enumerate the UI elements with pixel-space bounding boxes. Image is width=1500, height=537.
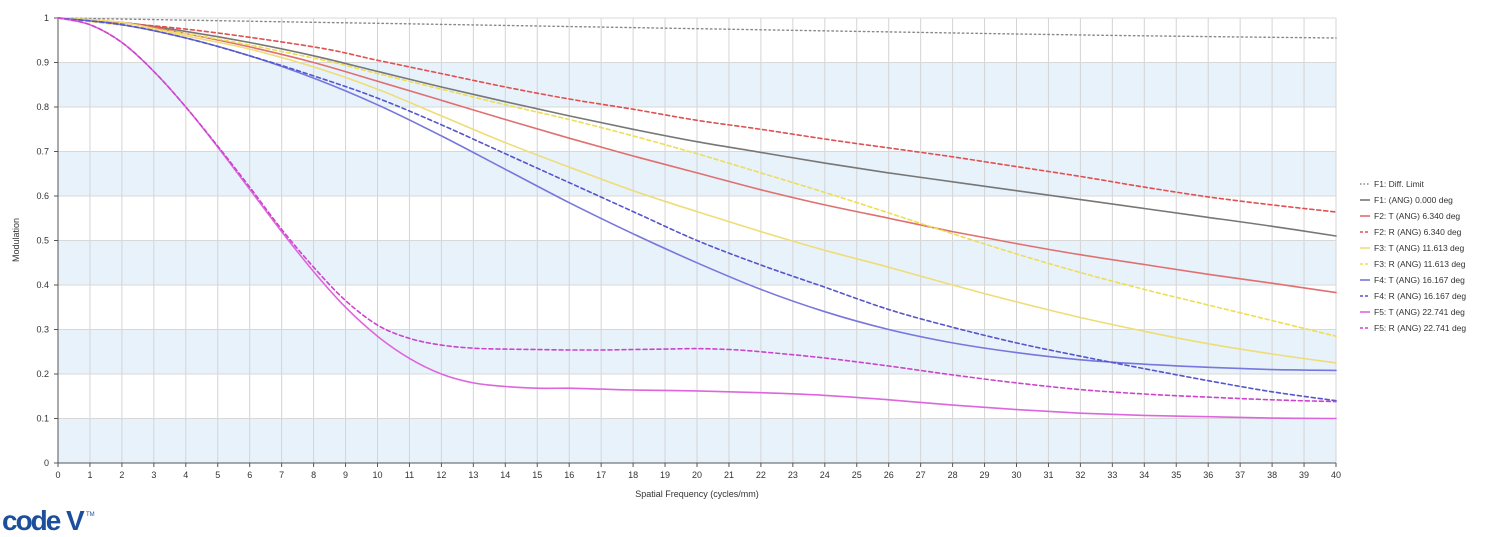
legend-entry: F3: T (ANG) 11.613 deg — [1374, 243, 1465, 253]
x-tick-label: 40 — [1331, 470, 1341, 480]
y-tick-label: 0.7 — [36, 147, 49, 157]
series-line — [57, 17, 1337, 294]
series-line — [57, 17, 1337, 403]
x-tick-label: 6 — [247, 470, 252, 480]
x-tick-label: 18 — [628, 470, 638, 480]
x-tick-labels: 0 1 2 3 4 5 6 7 8 9 10 11 12 13 14 15 16 17 18 19 20 21 22 23 24… — [55, 463, 1341, 480]
x-tick-label: 26 — [884, 470, 894, 480]
y-tick-label: 0.6 — [36, 191, 49, 201]
y-tick-label: 0.3 — [36, 325, 49, 335]
x-tick-label: 30 — [1011, 470, 1021, 480]
x-tick-label: 12 — [436, 470, 446, 480]
series-line — [57, 17, 1337, 213]
x-axis-label: Spatial Frequency (cycles/mm) — [635, 489, 759, 499]
y-tick-label: 0.5 — [36, 236, 49, 246]
y-tick-label: 0.9 — [36, 58, 49, 68]
x-tick-label: 8 — [311, 470, 316, 480]
x-tick-label: 13 — [468, 470, 478, 480]
x-tick-label: 38 — [1267, 470, 1277, 480]
logo-tm: TM — [86, 512, 95, 518]
codev-logo: code V TM — [2, 505, 95, 536]
x-tick-label: 14 — [500, 470, 510, 480]
y-tick-label: 0.4 — [36, 280, 49, 290]
series-lines — [57, 17, 1337, 420]
series-line — [57, 17, 1337, 337]
legend-entry: F2: R (ANG) 6.340 deg — [1374, 227, 1462, 237]
x-tick-label: 5 — [215, 470, 220, 480]
x-tick-label: 37 — [1235, 470, 1245, 480]
legend-entry: F1: (ANG) 0.000 deg — [1374, 195, 1453, 205]
x-tick-label: 1 — [87, 470, 92, 480]
series-line — [57, 17, 1337, 39]
x-tick-label: 32 — [1075, 470, 1085, 480]
x-tick-label: 36 — [1203, 470, 1213, 480]
legend-entry: F2: T (ANG) 6.340 deg — [1374, 211, 1460, 221]
y-axis-label: Modulation — [11, 218, 21, 262]
y-tick-label: 0.1 — [36, 414, 49, 424]
x-tick-label: 20 — [692, 470, 702, 480]
x-tick-label: 11 — [405, 470, 414, 480]
x-tick-label: 15 — [532, 470, 542, 480]
x-tick-label: 2 — [119, 470, 124, 480]
x-tick-label: 34 — [1139, 470, 1149, 480]
legend-entry: F1: Diff. Limit — [1374, 179, 1425, 189]
x-tick-label: 31 — [1043, 470, 1053, 480]
legend: F1: Diff. Limit F1: (ANG) 0.000 deg F2: T … — [1360, 179, 1466, 333]
y-tick-label: 1 — [44, 13, 49, 23]
x-tick-label: 9 — [343, 470, 348, 480]
legend-entry: F3: R (ANG) 11.613 deg — [1374, 259, 1466, 269]
logo-text: code — [2, 505, 61, 536]
x-tick-label: 35 — [1171, 470, 1181, 480]
x-tick-label: 33 — [1107, 470, 1117, 480]
series-line — [57, 17, 1337, 237]
x-tick-label: 19 — [660, 470, 670, 480]
x-tick-label: 22 — [756, 470, 766, 480]
x-tick-label: 21 — [724, 470, 734, 480]
x-tick-label: 23 — [788, 470, 798, 480]
x-tick-label: 28 — [948, 470, 958, 480]
x-tick-label: 25 — [852, 470, 862, 480]
x-tick-label: 24 — [820, 470, 830, 480]
y-tick-label: 0.8 — [36, 102, 49, 112]
legend-entry: F4: R (ANG) 16.167 deg — [1374, 291, 1466, 301]
series-line — [57, 17, 1337, 364]
y-tick-label: 0.2 — [36, 369, 49, 379]
x-tick-label: 0 — [55, 470, 60, 480]
series-line — [57, 17, 1337, 402]
y-tick-label: 0 — [44, 458, 49, 468]
x-tick-label: 39 — [1299, 470, 1309, 480]
x-tick-label: 27 — [916, 470, 926, 480]
x-tick-label: 10 — [372, 470, 382, 480]
x-tick-label: 29 — [980, 470, 990, 480]
logo-suffix: V — [66, 505, 85, 536]
x-tick-label: 16 — [564, 470, 574, 480]
legend-entry: F5: T (ANG) 22.741 deg — [1374, 307, 1465, 317]
y-tick-labels: 0 0.1 0.2 0.3 0.4 0.5 0.6 0.7 0.8 0.9 1 — [36, 13, 58, 468]
x-tick-label: 17 — [596, 470, 606, 480]
x-tick-label: 3 — [151, 470, 156, 480]
legend-entry: F4: T (ANG) 16.167 deg — [1374, 275, 1465, 285]
legend-entry: F5: R (ANG) 22.741 deg — [1374, 323, 1466, 333]
x-tick-label: 4 — [183, 470, 188, 480]
x-tick-label: 7 — [279, 470, 284, 480]
